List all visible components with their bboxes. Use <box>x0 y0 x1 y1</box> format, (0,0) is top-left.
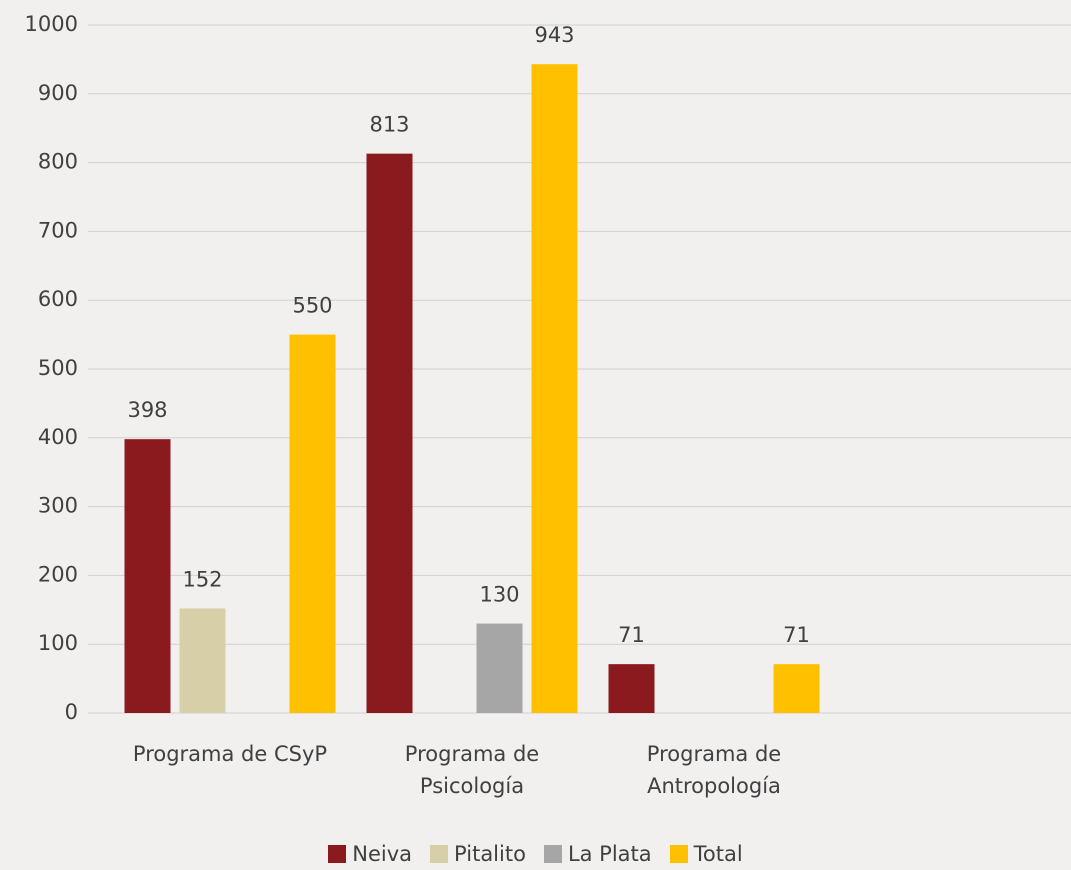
bar <box>476 623 523 713</box>
y-tick-label: 500 <box>38 356 78 380</box>
data-label: 813 <box>369 113 409 137</box>
bar <box>773 664 820 713</box>
bar <box>366 153 413 713</box>
x-tick-label: Programa de CSyP <box>132 742 328 766</box>
bar <box>531 64 578 713</box>
legend-swatch <box>543 845 562 863</box>
legend-label: La Plata <box>567 842 652 866</box>
y-tick-label: 400 <box>38 425 78 449</box>
legend-label: Pitalito <box>454 842 526 866</box>
data-label: 130 <box>479 583 519 607</box>
y-tick-label: 100 <box>38 631 78 655</box>
y-tick-label: 0 <box>65 700 78 724</box>
y-tick-label: 300 <box>38 494 78 518</box>
bar <box>289 334 336 713</box>
data-label: 71 <box>618 623 645 647</box>
legend-item: La Plata <box>543 842 652 866</box>
legend-label: Neiva <box>352 842 413 866</box>
data-label: 152 <box>182 567 222 591</box>
legend: Neiva Pitalito La Plata Total <box>0 842 1071 866</box>
bar <box>608 664 655 713</box>
y-tick-label: 200 <box>38 562 78 586</box>
legend-item: Total <box>669 842 743 866</box>
legend-swatch <box>430 845 449 863</box>
legend-item: Neiva <box>328 842 412 866</box>
data-label: 550 <box>292 294 332 318</box>
legend-swatch <box>669 845 688 863</box>
y-tick-label: 600 <box>38 287 78 311</box>
y-tick-label: 700 <box>38 218 78 242</box>
data-label: 71 <box>783 623 810 647</box>
data-label: 398 <box>127 398 167 422</box>
legend-swatch <box>328 845 347 863</box>
bar <box>179 608 226 713</box>
bar <box>124 439 171 713</box>
y-tick-label: 1000 <box>25 12 78 36</box>
data-label: 943 <box>534 23 574 47</box>
x-tick-label: Programa de Antropología <box>646 742 782 798</box>
y-tick-label: 900 <box>38 81 78 105</box>
y-tick-label: 800 <box>38 150 78 174</box>
x-tick-label: Programa de Psicología <box>404 742 540 798</box>
legend-label: Total <box>693 842 743 866</box>
legend-item: Pitalito <box>430 842 526 866</box>
